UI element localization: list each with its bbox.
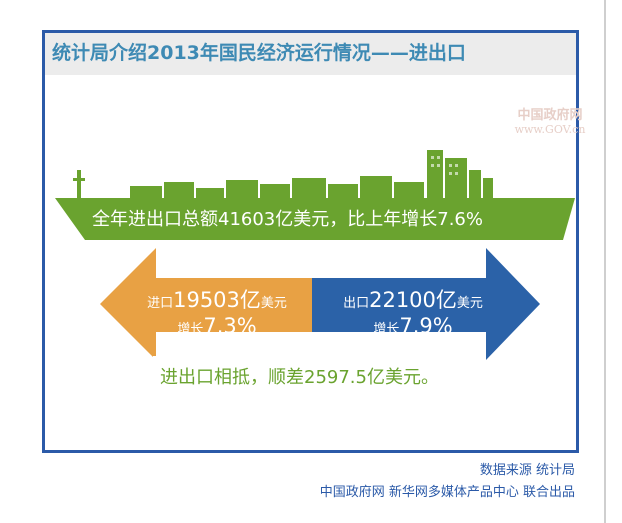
exports-block: 出口22100亿美元 增长7.9% [318,284,508,338]
imports-label: 进口 [147,296,174,311]
page-title: 统计局介绍2013年国民经济运行情况——进出口 [52,42,466,64]
watermark-line1: 中国政府网 [517,108,583,123]
watermark-logo: 中国政府网 www.GOV.cn [495,104,605,136]
imports-value: 19503亿 [173,288,261,312]
surplus-box [153,356,473,394]
exports-unit: 美元 [456,296,483,311]
frame-top-border [42,30,579,33]
imports-growth: 7.3% [203,314,257,338]
watermark-line2: www.GOV.cn [514,123,586,136]
credit-line: 中国政府网 新华网多媒体产品中心 联合出品 [319,485,575,500]
imports-unit: 美元 [260,296,287,311]
imports-block: 进口19503亿美元 增长7.3% [122,284,312,338]
imports-growth-label: 增长 [177,322,204,337]
title-bar [45,33,576,75]
export-arrow [312,248,540,360]
import-arrow [100,248,312,360]
total-trade-text: 全年进出口总额41603亿美元，比上年增长7.6% [92,209,483,230]
infographic-frame [42,33,579,453]
data-source: 数据来源 统计局 [479,463,575,478]
trade-arrows [100,248,540,360]
exports-growth-label: 增长 [373,322,400,337]
exports-value: 22100亿 [369,288,457,312]
exports-growth: 7.9% [399,314,453,338]
exports-label: 出口 [343,296,370,311]
surplus-text: 进出口相抵，顺差2597.5亿美元。 [160,367,439,388]
page-edge [604,0,606,523]
cargo-ship-icon [55,150,575,240]
